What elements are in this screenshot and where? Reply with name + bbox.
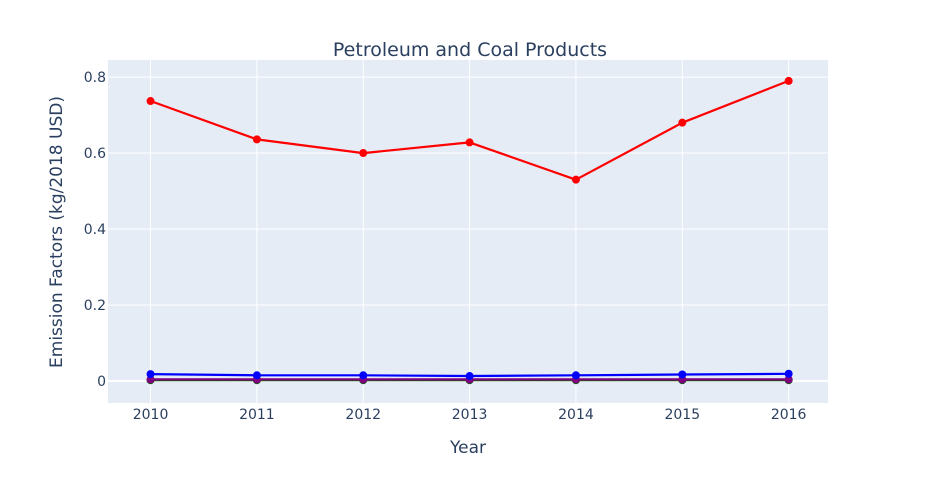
- data-point: [784, 369, 793, 378]
- data-point: [252, 135, 261, 144]
- series-layer: [146, 76, 793, 385]
- data-point: [465, 138, 474, 147]
- data-point: [678, 118, 687, 127]
- y-tick-labels: 0 0.2 0.4 0.6 0.8: [84, 70, 106, 390]
- chart-title: Petroleum and Coal Products: [333, 39, 607, 61]
- data-point: [678, 370, 687, 379]
- series-0: [146, 76, 793, 184]
- grid-layer: [108, 60, 828, 403]
- x-tick-labels: 2010 2011 2012 2013 2014 2015 2016: [133, 407, 807, 423]
- y-tick-label: 0.8: [84, 70, 106, 86]
- data-point: [571, 175, 580, 184]
- x-tick-label: 2016: [771, 407, 807, 423]
- y-tick-label: 0: [97, 374, 106, 390]
- x-tick-label: 2014: [558, 407, 594, 423]
- data-point: [784, 375, 793, 384]
- series-1: [146, 369, 793, 381]
- x-tick-label: 2012: [345, 407, 381, 423]
- x-tick-label: 2015: [664, 407, 700, 423]
- x-tick-label: 2013: [452, 407, 488, 423]
- x-axis-title: Year: [449, 438, 486, 458]
- data-point: [146, 97, 155, 106]
- data-point: [784, 76, 793, 85]
- x-tick-label: 2010: [133, 407, 169, 423]
- data-point: [571, 371, 580, 380]
- y-axis-title: Emission Factors (kg/2018 USD): [47, 96, 67, 368]
- data-point: [146, 370, 155, 379]
- y-tick-label: 0.2: [84, 298, 106, 314]
- plot-background: [108, 60, 828, 403]
- data-point: [252, 371, 261, 380]
- y-tick-label: 0.6: [84, 146, 106, 162]
- x-tick-label: 2011: [239, 407, 275, 423]
- data-point: [359, 371, 368, 380]
- data-point: [465, 372, 474, 381]
- y-tick-label: 0.4: [84, 222, 106, 238]
- data-point: [359, 149, 368, 158]
